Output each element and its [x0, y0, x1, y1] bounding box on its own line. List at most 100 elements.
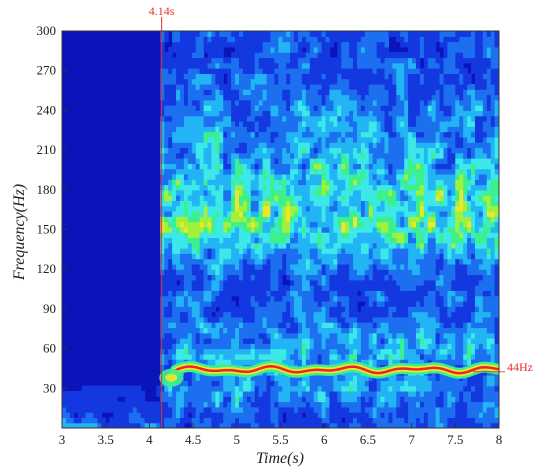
heatmap-cell [376, 401, 382, 408]
heatmap-cell [274, 73, 279, 80]
heatmap-cell [160, 131, 165, 138]
heatmap-cell [313, 205, 319, 212]
heatmap-cell [211, 285, 216, 291]
heatmap-cell [294, 62, 299, 69]
heatmap-cell [164, 263, 169, 270]
heatmap-cell [227, 184, 232, 191]
heatmap-cell [266, 205, 272, 212]
heatmap-cell [337, 343, 342, 350]
heatmap-cell [156, 390, 161, 397]
heatmap-cell [388, 306, 393, 313]
heatmap-cell [278, 179, 283, 186]
heatmap-cell [325, 179, 331, 186]
heatmap-cell [223, 258, 228, 265]
heatmap-cell [223, 184, 228, 191]
heatmap-cell [408, 73, 413, 80]
heatmap-cell [258, 258, 264, 265]
heatmap-cell [176, 248, 181, 254]
heatmap-cell [356, 417, 362, 424]
heatmap-cell [270, 94, 275, 101]
heatmap-cell [191, 406, 197, 413]
heatmap-cell [297, 184, 303, 191]
heatmap-cell [254, 73, 260, 80]
heatmap-cell [65, 396, 71, 403]
heatmap-cell [195, 232, 201, 239]
heatmap-cell [380, 131, 386, 138]
heatmap-cell [294, 322, 299, 329]
heatmap-cell [305, 412, 311, 419]
heatmap-cell [364, 221, 370, 228]
heatmap-cell [345, 210, 350, 217]
heatmap-cell [231, 131, 236, 138]
heatmap-cell [309, 359, 315, 366]
heatmap-cell [187, 210, 193, 217]
heatmap-cell [309, 300, 315, 307]
heatmap-cell [376, 295, 382, 302]
heatmap-cell [313, 226, 319, 233]
heatmap-cell [329, 279, 334, 286]
heatmap-cell [396, 52, 401, 59]
heatmap-cell [160, 195, 165, 201]
heatmap-cell [168, 359, 173, 366]
heatmap-cell [195, 78, 201, 85]
heatmap-cell [219, 168, 224, 175]
heatmap-cell [160, 142, 165, 149]
heatmap-cell [356, 216, 362, 223]
heatmap-cell [329, 142, 334, 149]
heatmap-cell [211, 221, 216, 228]
heatmap-cell [227, 306, 232, 313]
heatmap-cell [372, 78, 378, 85]
heatmap-cell [211, 322, 216, 329]
heatmap-cell [250, 142, 256, 149]
heatmap-cell [282, 78, 287, 85]
heatmap-cell [274, 417, 279, 424]
heatmap-cell [250, 226, 256, 233]
heatmap-cell [183, 179, 189, 186]
heatmap-cell [231, 158, 236, 164]
heatmap-cell [69, 422, 75, 428]
heatmap-cell [380, 179, 386, 186]
heatmap-cell [191, 316, 197, 323]
heatmap-cell [203, 31, 209, 37]
heatmap-cell [262, 285, 268, 291]
heatmap-cell [290, 163, 295, 170]
heatmap-cell [168, 353, 173, 360]
heatmap-cell [254, 306, 260, 313]
heatmap-cell [286, 269, 291, 276]
heatmap-cell [227, 147, 232, 154]
heatmap-cell [187, 205, 193, 212]
heatmap-cell [325, 210, 331, 217]
heatmap-cell [341, 195, 346, 201]
heatmap-cell [356, 316, 362, 323]
heatmap-cell [215, 237, 220, 244]
heatmap-cell [388, 263, 393, 270]
heatmap-cell [160, 396, 165, 403]
heatmap-cell [195, 46, 201, 53]
heatmap-cell [254, 332, 260, 339]
heatmap-cell [364, 348, 370, 355]
heatmap-cell [278, 115, 283, 122]
heatmap-cell [333, 412, 338, 419]
heatmap-cell [160, 332, 165, 339]
heatmap-cell [404, 343, 409, 350]
heatmap-cell [368, 115, 374, 122]
heatmap-cell [329, 68, 334, 74]
heatmap-cell [183, 343, 189, 350]
heatmap-cell [380, 300, 386, 307]
heatmap-cell [191, 327, 197, 334]
heatmap-cell [164, 115, 169, 122]
heatmap-cell [207, 83, 213, 90]
heatmap-cell [168, 126, 173, 133]
heatmap-cell [65, 406, 71, 413]
heatmap-cell [412, 237, 417, 244]
heatmap-cell [329, 115, 334, 122]
heatmap-cell [219, 131, 224, 138]
heatmap-cell [372, 300, 378, 307]
heatmap-cell [215, 126, 220, 133]
heatmap-cell [207, 322, 213, 329]
heatmap-cell [400, 31, 405, 37]
heatmap-cell [400, 253, 405, 260]
heatmap-cell [333, 131, 338, 138]
heatmap-cell [101, 417, 106, 424]
heatmap-cell [187, 417, 193, 424]
